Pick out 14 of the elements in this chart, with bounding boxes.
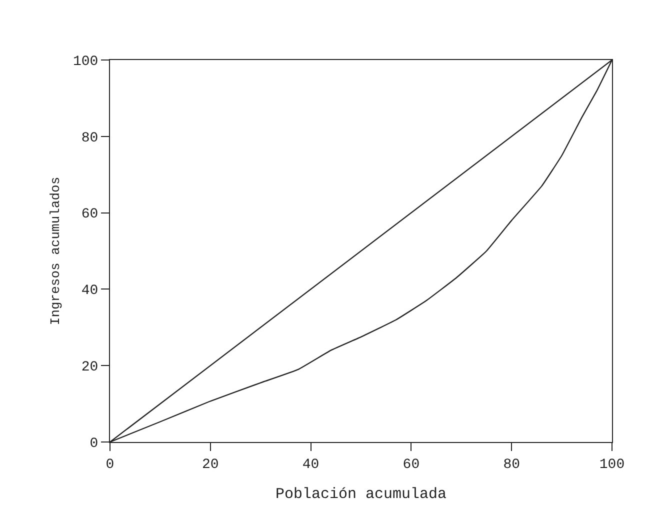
x-tick-label: 0 — [106, 456, 114, 473]
x-tick-label: 40 — [302, 456, 320, 473]
y-tick-label: 0 — [90, 436, 98, 452]
x-tick-label: 60 — [402, 456, 420, 473]
x-tick-label: 20 — [202, 456, 219, 473]
x-axis-title: Población acumulada — [275, 486, 447, 503]
y-tick-label: 20 — [81, 360, 98, 376]
y-tick-label: 100 — [72, 54, 98, 70]
y-tick-label: 40 — [81, 283, 98, 300]
x-tick-label: 80 — [503, 456, 520, 473]
y-tick-label: 60 — [81, 206, 98, 223]
y-tick-label: 80 — [81, 130, 98, 146]
x-tick-label: 100 — [599, 456, 625, 473]
y-axis-title: Ingresos acumulados — [48, 176, 63, 326]
